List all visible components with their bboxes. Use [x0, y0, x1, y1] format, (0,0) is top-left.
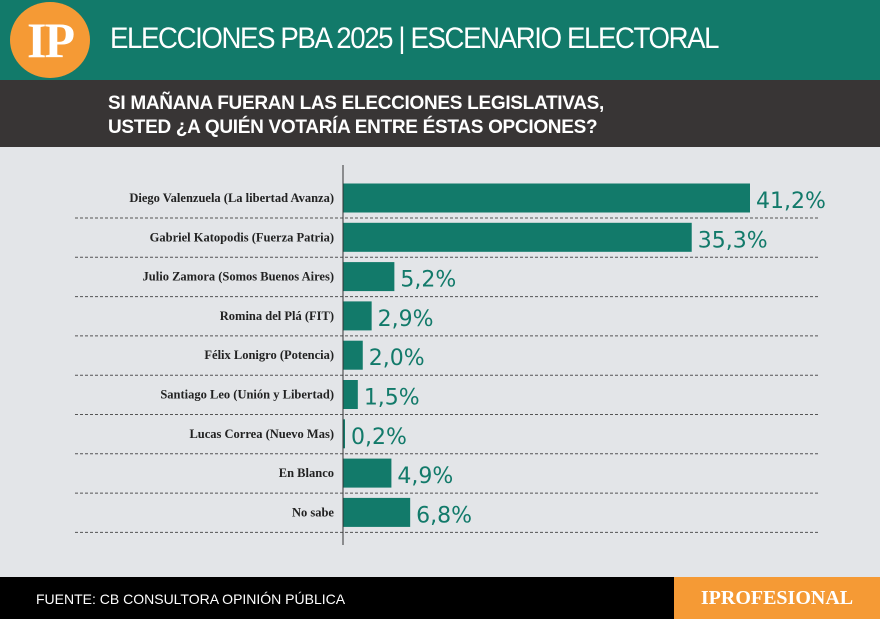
category-label: En Blanco [279, 466, 334, 480]
value-label: 35,3% [698, 228, 768, 253]
value-label: 2,0% [369, 346, 425, 371]
value-label: 1,5% [364, 386, 420, 411]
source-text: FUENTE: CB CONSULTORA OPINIÓN PÚBLICA [36, 591, 346, 607]
bar [343, 222, 692, 252]
value-label: 4,9% [397, 464, 453, 489]
page-title: ELECCIONES PBA 2025 | ESCENARIO ELECTORA… [110, 22, 720, 55]
bar [343, 301, 372, 331]
category-label: Julio Zamora (Somos Buenos Aires) [143, 270, 334, 284]
footer: FUENTE: CB CONSULTORA OPINIÓN PÚBLICA IP… [0, 577, 880, 619]
header: IP ELECCIONES PBA 2025 | ESCENARIO ELECT… [0, 0, 880, 80]
value-label: 5,2% [400, 268, 456, 293]
value-label: 2,9% [378, 307, 434, 332]
question-line-1: SI MAÑANA FUERAN LAS ELECCIONES LEGISLAT… [108, 93, 605, 114]
category-label: Gabriel Katopodis (Fuerza Patria) [150, 230, 334, 244]
category-label: Félix Lonigro (Potencia) [204, 348, 334, 362]
question-band: SI MAÑANA FUERAN LAS ELECCIONES LEGISLAT… [0, 80, 880, 147]
value-label: 6,8% [416, 503, 472, 528]
category-label: Santiago Leo (Unión y Libertad) [160, 388, 334, 402]
ip-logo: IP [10, 2, 90, 78]
bar [343, 183, 750, 213]
iprofesional-logo: IPROFESIONAL [674, 577, 880, 619]
category-label: Diego Valenzuela (La libertad Avanza) [129, 191, 334, 205]
bar [343, 262, 395, 292]
bar [343, 458, 392, 488]
question-line-2: USTED ¿A QUIÉN VOTARÍA ENTRE ÉSTAS OPCIO… [108, 117, 598, 138]
category-label: Lucas Correa (Nuevo Mas) [189, 427, 334, 441]
value-label: 0,2% [351, 425, 407, 450]
bar [343, 380, 358, 409]
category-label: No sabe [292, 505, 334, 519]
bar [343, 340, 363, 370]
bar [343, 419, 345, 449]
value-label: 41,2% [756, 189, 826, 214]
bar-chart: Diego Valenzuela (La libertad Avanza) 41,… [75, 165, 826, 545]
bar [343, 497, 411, 527]
category-label: Romina del Plá (FIT) [220, 309, 334, 323]
